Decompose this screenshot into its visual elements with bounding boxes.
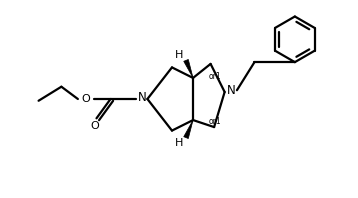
Text: H: H xyxy=(175,138,183,148)
Text: or1: or1 xyxy=(209,117,222,126)
Polygon shape xyxy=(184,120,193,139)
Text: or1: or1 xyxy=(209,72,222,81)
Polygon shape xyxy=(184,59,193,78)
Text: O: O xyxy=(82,94,90,104)
Text: N: N xyxy=(227,84,235,97)
Text: H: H xyxy=(175,50,183,60)
Text: O: O xyxy=(90,121,99,131)
Text: N: N xyxy=(138,91,146,105)
